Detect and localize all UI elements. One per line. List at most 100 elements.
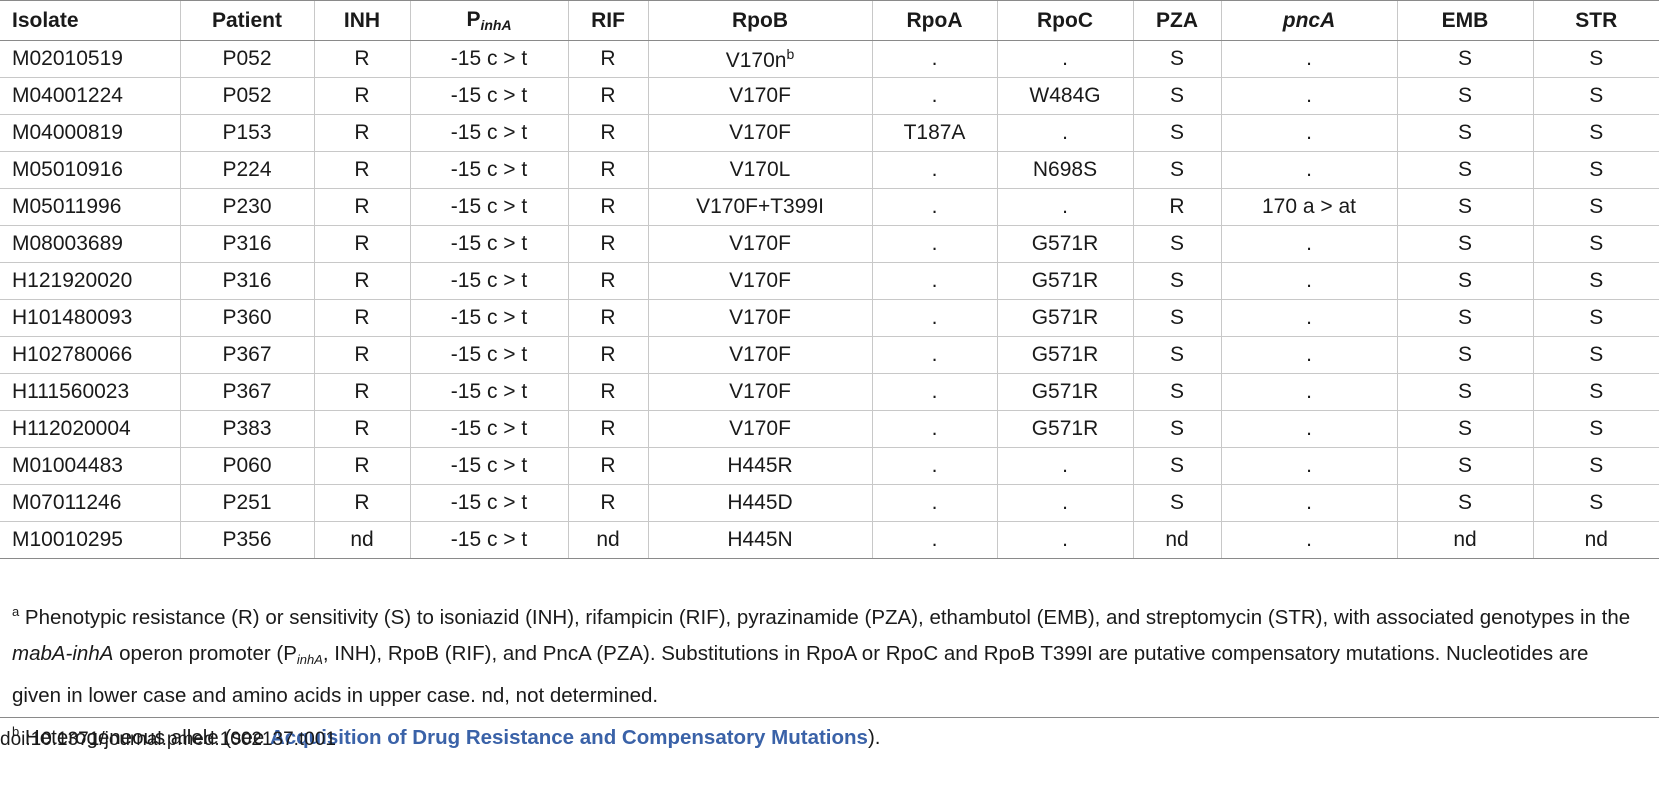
cell-value: nd [596,528,620,551]
cell-value: . [1306,269,1312,292]
cell-pinha: -15 c > t [409,299,568,337]
resistance-table: Isolate Patient INH PinhA RIF RpoB RpoA … [0,0,1659,559]
cell-rif: R [567,262,648,300]
cell-value: S [1169,491,1184,514]
cell-str: nd [1532,521,1659,559]
cell-pza: S [1132,151,1221,189]
cell-rpob: H445N [647,521,872,559]
cell-value: R [354,491,370,514]
cell-value: S [1457,306,1472,329]
table-row: M07011246 P251 R -15 c > t R H445D.. S. S S [0,484,1659,522]
table-body: M02010519 P052 R -15 c > t R V170nb.. S. S S M040… [0,40,1659,559]
cell-rpoa: . [871,410,997,448]
cell-str: S [1532,373,1659,411]
cell-isolate: M05011996 [0,188,180,226]
cell-value: V170F [729,380,791,403]
cell-value: . [931,195,938,218]
cell-patient: P316 [179,225,314,263]
cell-rif: R [567,373,648,411]
cell-inh: R [313,114,410,152]
cell-patient: P383 [179,410,314,448]
cell-rif: R [567,410,648,448]
cell-isolate: H112020004 [0,410,180,448]
cell-rif: R [567,336,648,374]
cell-pza: S [1132,447,1221,485]
cell-rpoc: . [996,447,1133,485]
cell-emb: S [1396,188,1533,226]
cell-value: M02010519 [12,47,123,70]
cell-rpob: H445R [647,447,872,485]
cell-value: V170F [729,417,791,440]
cell-rpob: V170F [647,262,872,300]
cell-pza: nd [1132,521,1221,559]
footnote-a-marker: a [12,604,20,619]
cell-pza: R [1132,188,1221,226]
header-pza: PZA [1132,0,1221,41]
cell-pinha: -15 c > t [409,188,568,226]
cell-value: P367 [222,380,272,403]
cell-patient: P360 [179,299,314,337]
cell-pza: S [1132,373,1221,411]
cell-value: nd [1453,528,1477,551]
cell-patient: P251 [179,484,314,522]
cell-value: . [931,269,938,292]
cell-pza: S [1132,40,1221,78]
footnote-a-text-1: Phenotypic resistance (R) or sensitivity… [19,606,1631,629]
cell-emb: S [1396,336,1533,374]
cell-value: . [1306,84,1312,107]
cell-rpoa: T187A [871,114,997,152]
cell-rpob: V170L [647,151,872,189]
cell-value: R [354,343,370,366]
header-patient: Patient [179,0,314,41]
cell-emb: S [1396,77,1533,115]
cell-value: S [1169,454,1184,477]
cell-rif: R [567,151,648,189]
cell-value: . [1306,306,1312,329]
cell-rpoc: G571R [996,225,1133,263]
cell-pnca: . [1220,336,1397,374]
cell-rpoc: W484G [996,77,1133,115]
cell-pnca: . [1220,373,1397,411]
cell-value: R [354,84,370,107]
cell-value: . [931,47,938,70]
cell-pnca: . [1220,40,1397,78]
table-header: Isolate Patient INH PinhA RIF RpoB RpoA … [0,0,1659,41]
cell-rpob: H445D [647,484,872,522]
cell-rpoc: . [996,114,1133,152]
cell-pza: S [1132,262,1221,300]
cell-rif: R [567,188,648,226]
cell-patient: P316 [179,262,314,300]
header-rpob: RpoB [647,0,872,41]
header-rpoa: RpoA [871,0,997,41]
cell-rpoa: . [871,447,997,485]
cell-value: R [354,195,370,218]
cell-value: V170F [729,343,791,366]
cell-rpoa: . [871,299,997,337]
cell-isolate: M05010916 [0,151,180,189]
cell-rpob: V170F [647,114,872,152]
cell-pinha: -15 c > t [409,151,568,189]
cell-rpob: V170nb [647,40,872,78]
cell-value: R [600,121,616,144]
cell-emb: nd [1396,521,1533,559]
table-row: H111560023 P367 R -15 c > t R V170F. G571R S. S S [0,373,1659,411]
footnote-b-marker: b [12,724,20,739]
cell-patient: P356 [179,521,314,559]
cell-value: V170F [729,269,791,292]
section-link[interactable]: Acquisition of Drug Resistance and Compe… [269,726,868,749]
cell-value: R [354,380,370,403]
cell-value: P367 [222,343,272,366]
cell-value: -15 c > t [450,380,528,403]
cell-pnca: 170 a > at [1220,188,1397,226]
cell-value: . [1062,528,1068,551]
cell-rpoc: . [996,521,1133,559]
cell-str: S [1532,410,1659,448]
cell-value: V170F [729,306,791,329]
cell-value: . [1306,491,1312,514]
cell-str: S [1532,40,1659,78]
cell-emb: S [1396,40,1533,78]
cell-value: H445R [727,454,793,477]
cell-value: S [1169,269,1184,292]
cell-patient: P224 [179,151,314,189]
cell-value: V170n [725,48,787,72]
